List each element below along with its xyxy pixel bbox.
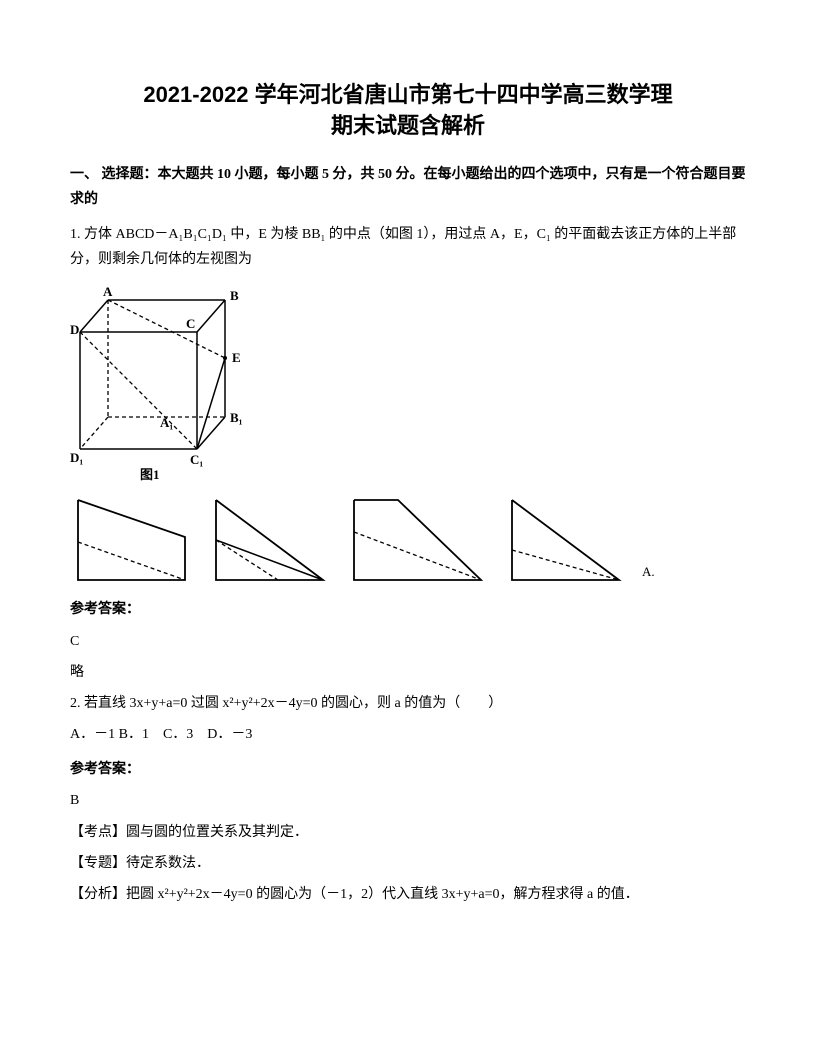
q2-options: A．－1 B．1 C．3 D．－3 (70, 722, 746, 747)
q1-text: 1. 方体 ABCD－A₁B₁C₁D₁ 中，E 为棱 BB₁ 的中点（如图 1）… (70, 222, 746, 272)
cube-diagram: A B D C E A₁ B₁ D₁ C₁ 图1 (70, 282, 280, 482)
q2-answer-label: 参考答案： (70, 757, 746, 782)
title-line-1: 2021-2022 学年河北省唐山市第七十四中学高三数学理 (70, 80, 746, 111)
label-A1: A₁ (160, 415, 173, 430)
q2-answer: B (70, 788, 746, 813)
option-shape-4 (504, 492, 624, 587)
label-B1: B₁ (230, 410, 243, 425)
option-a-label: A. (642, 560, 655, 583)
q1-cube-figure: A B D C E A₁ B₁ D₁ C₁ 图1 (70, 282, 746, 482)
option-shape-3 (346, 492, 486, 587)
q1-answer: C (70, 629, 746, 654)
label-E: E (232, 350, 241, 365)
option-shape-2 (208, 492, 328, 587)
label-A: A (103, 284, 113, 299)
q2-fenxi: 【分析】把圆 x²+y²+2x－4y=0 的圆心为（－1，2）代入直线 3x+y… (70, 882, 746, 907)
label-C1: C₁ (190, 452, 203, 467)
q1-answer-label: 参考答案： (70, 597, 746, 622)
q2-kaodian: 【考点】圆与圆的位置关系及其判定． (70, 820, 746, 845)
label-D: D (70, 322, 79, 337)
label-D1: D₁ (70, 450, 83, 465)
section-1-header: 一、 选择题：本大题共 10 小题，每小题 5 分，共 50 分。在每小题给出的… (70, 162, 746, 212)
page-title: 2021-2022 学年河北省唐山市第七十四中学高三数学理 期末试题含解析 (70, 80, 746, 142)
q2-text: 2. 若直线 3x+y+a=0 过圆 x²+y²+2x－4y=0 的圆心，则 a… (70, 691, 746, 716)
label-B: B (230, 288, 239, 303)
q1-answer-detail: 略 (70, 660, 746, 685)
q1-options-row: A. (70, 492, 746, 587)
figure-caption: 图1 (140, 467, 160, 482)
option-shape-1 (70, 492, 190, 587)
label-C: C (186, 316, 195, 331)
q2-zhuanti: 【专题】待定系数法． (70, 851, 746, 876)
title-line-2: 期末试题含解析 (70, 111, 746, 142)
